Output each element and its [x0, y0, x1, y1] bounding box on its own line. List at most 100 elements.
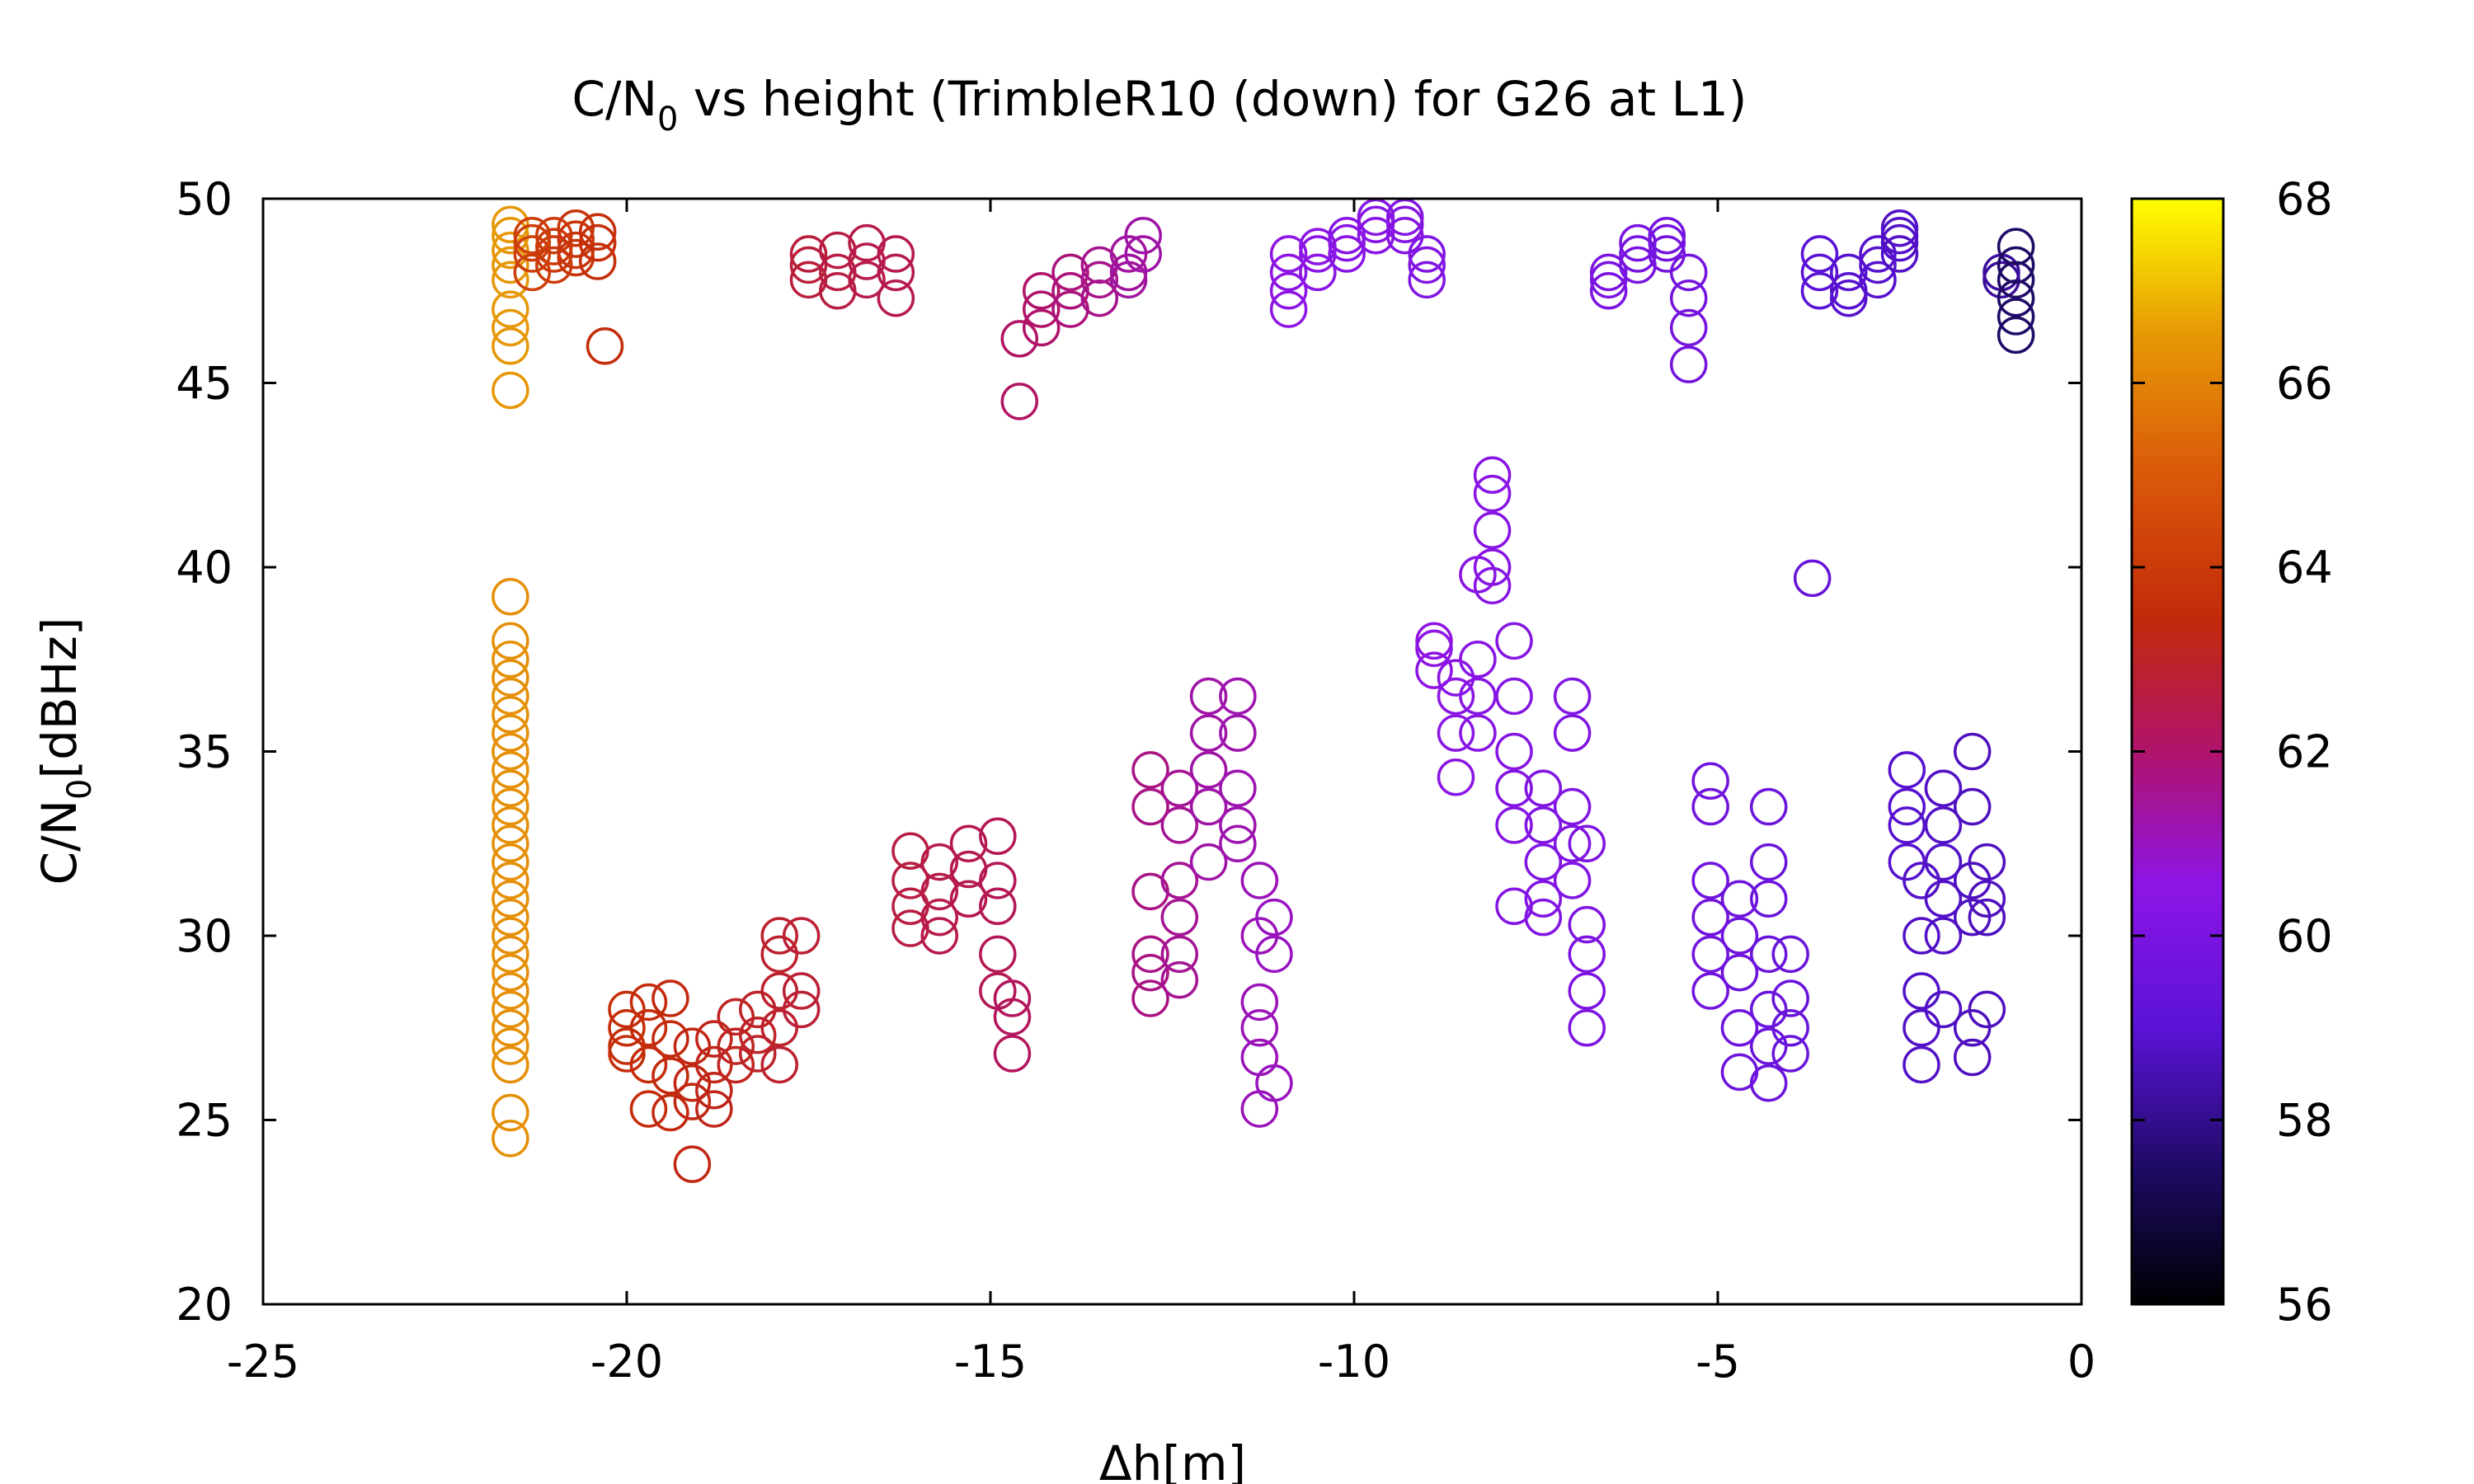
data-point — [1124, 216, 1162, 255]
data-point — [492, 696, 529, 734]
data-point — [492, 677, 529, 716]
colorbar-tick-label: 62 — [2276, 726, 2333, 778]
data-point — [1269, 290, 1308, 328]
data-point — [1240, 1009, 1279, 1047]
data-point — [1240, 983, 1279, 1021]
data-point — [1524, 898, 1563, 937]
data-point — [979, 887, 1017, 925]
data-point — [848, 261, 886, 299]
x-axis-label: Δh[m] — [1099, 1435, 1246, 1484]
data-point — [1800, 235, 1839, 273]
data-point — [1888, 751, 1926, 789]
data-point — [920, 872, 959, 911]
data-point — [1000, 383, 1039, 420]
data-point — [1131, 787, 1169, 826]
data-point — [492, 205, 529, 244]
data-point — [1749, 1064, 1788, 1102]
data-point — [1859, 246, 1897, 284]
data-point — [492, 231, 529, 270]
colorbar-tick-label: 58 — [2276, 1095, 2333, 1147]
data-point — [1022, 272, 1061, 310]
colorbar-tick-label: 56 — [2276, 1279, 2333, 1331]
data-point — [1408, 246, 1446, 284]
data-point — [1473, 474, 1512, 513]
data-point — [760, 917, 798, 955]
data-point — [1968, 880, 2006, 918]
data-point — [717, 998, 755, 1036]
data-point — [1720, 953, 1759, 992]
data-point — [993, 979, 1032, 1017]
data-point — [1495, 732, 1533, 771]
data-point — [717, 1027, 755, 1065]
data-point — [1385, 216, 1424, 255]
data-point — [1669, 345, 1708, 383]
data-point — [993, 1035, 1032, 1073]
data-point — [651, 1093, 689, 1132]
data-point — [673, 1027, 712, 1065]
data-point — [1160, 862, 1199, 899]
data-point — [1473, 566, 1512, 605]
data-point — [1888, 806, 1926, 844]
y-tick-label: 40 — [176, 542, 233, 594]
data-point — [1160, 806, 1199, 844]
data-point — [1749, 843, 1788, 881]
data-point — [949, 824, 988, 862]
data-point — [1524, 880, 1563, 918]
data-point — [1568, 1009, 1606, 1047]
data-point — [739, 990, 777, 1029]
data-point — [1830, 279, 1868, 317]
data-point — [492, 972, 529, 1010]
data-point — [492, 732, 529, 771]
data-point — [1553, 677, 1592, 716]
data-point — [1219, 824, 1257, 862]
data-point — [513, 253, 552, 292]
data-point — [1189, 714, 1228, 752]
data-point — [1691, 898, 1729, 937]
data-point — [920, 917, 959, 955]
data-point — [1903, 1045, 1940, 1084]
data-point — [1968, 843, 2006, 881]
data-point — [673, 1082, 712, 1120]
x-tick-label: -15 — [954, 1336, 1027, 1388]
data-point — [789, 246, 828, 284]
data-point — [1888, 787, 1926, 826]
data-point — [1022, 290, 1061, 328]
data-point — [1691, 972, 1729, 1010]
data-point — [1589, 253, 1628, 292]
data-point — [1968, 898, 2006, 937]
data-point — [651, 1020, 689, 1058]
data-point — [920, 843, 959, 881]
data-point — [1131, 953, 1169, 992]
data-point — [1880, 216, 1919, 255]
data-point — [492, 953, 529, 992]
data-point — [492, 1009, 529, 1047]
data-point — [492, 216, 529, 255]
x-tick-label: -10 — [1318, 1336, 1390, 1388]
data-point — [629, 983, 668, 1021]
data-point — [1771, 1009, 1809, 1047]
data-point — [1669, 253, 1708, 292]
data-point — [1953, 732, 1992, 771]
data-point — [535, 235, 573, 273]
data-point — [1255, 935, 1293, 974]
data-point — [1953, 787, 1992, 826]
colorbar-tick-label: 64 — [2276, 542, 2333, 594]
data-point — [1459, 714, 1497, 752]
data-point — [1255, 1064, 1293, 1102]
data-point — [1691, 787, 1729, 826]
data-point — [1437, 659, 1475, 697]
data-point — [1771, 1035, 1809, 1073]
data-point — [739, 1035, 777, 1073]
data-point — [1568, 935, 1606, 974]
data-point — [695, 1020, 733, 1058]
data-point — [993, 998, 1032, 1036]
data-point — [1749, 787, 1788, 826]
data-point — [1189, 843, 1228, 881]
data-point — [1459, 641, 1497, 679]
y-tick-label: 30 — [176, 910, 233, 962]
data-point — [1669, 308, 1708, 347]
data-point — [608, 990, 646, 1029]
data-point — [1553, 862, 1592, 899]
data-point — [1553, 714, 1592, 752]
